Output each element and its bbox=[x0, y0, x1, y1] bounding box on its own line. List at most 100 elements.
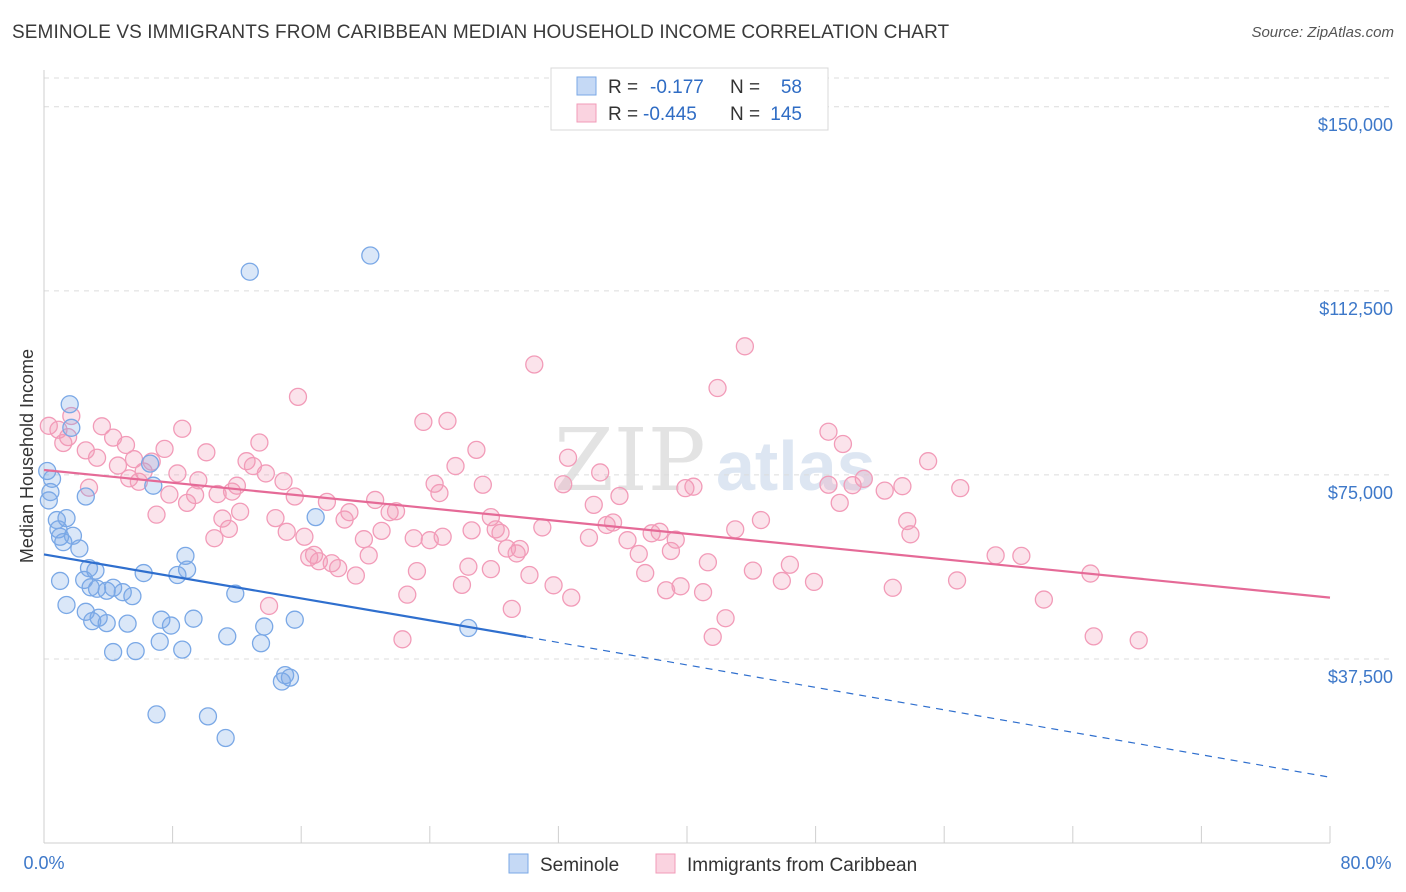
data-point bbox=[459, 557, 478, 576]
data-point bbox=[346, 566, 366, 585]
data-point bbox=[1012, 546, 1031, 566]
data-point bbox=[452, 575, 472, 594]
data-point bbox=[274, 472, 293, 491]
data-point bbox=[743, 561, 763, 580]
watermark-atlas: atlas bbox=[716, 427, 876, 505]
data-point bbox=[197, 443, 216, 462]
data-point bbox=[173, 419, 192, 438]
data-point bbox=[83, 612, 102, 631]
y-tick-label: $150,000 bbox=[1318, 115, 1393, 135]
data-point bbox=[218, 627, 237, 646]
data-point bbox=[57, 595, 76, 615]
y-tick-label: $75,000 bbox=[1328, 483, 1393, 503]
data-point bbox=[185, 485, 205, 505]
data-point bbox=[901, 525, 920, 544]
trend-line-seminole-extension bbox=[526, 636, 1331, 778]
data-point bbox=[579, 528, 599, 547]
data-point bbox=[39, 491, 58, 510]
data-point bbox=[285, 610, 304, 629]
data-point bbox=[726, 520, 745, 539]
data-point bbox=[50, 527, 70, 546]
data-point bbox=[433, 527, 452, 546]
data-point bbox=[947, 571, 967, 590]
data-point bbox=[50, 571, 70, 591]
data-point bbox=[703, 627, 722, 647]
data-point bbox=[54, 433, 73, 453]
data-point bbox=[804, 572, 824, 592]
data-point bbox=[407, 561, 427, 581]
data-point bbox=[698, 553, 718, 572]
data-point bbox=[240, 262, 259, 281]
data-point bbox=[525, 355, 544, 374]
data-point bbox=[473, 475, 492, 494]
data-point bbox=[833, 434, 853, 454]
legend-bottom-label-seminole: Seminole bbox=[540, 855, 619, 876]
data-point bbox=[266, 508, 285, 528]
data-point bbox=[76, 487, 95, 506]
data-point bbox=[372, 521, 391, 541]
legend-stats: R = -0.177 N = 58 R = -0.445 N = 145 bbox=[550, 67, 829, 131]
y-tick-labels: $37,500 $75,000 $112,500 $150,000 bbox=[1318, 115, 1393, 687]
data-point bbox=[618, 531, 637, 550]
data-point bbox=[255, 617, 274, 636]
data-point bbox=[103, 642, 123, 662]
data-point bbox=[404, 529, 423, 548]
data-point bbox=[70, 539, 89, 558]
legend-n-value-caribbean: 145 bbox=[770, 104, 802, 125]
data-point bbox=[184, 609, 203, 628]
data-point bbox=[150, 632, 169, 651]
trend-lines bbox=[43, 468, 1331, 778]
legend-bottom-swatch-seminole bbox=[508, 853, 529, 874]
data-point bbox=[354, 530, 374, 549]
data-point bbox=[1034, 590, 1054, 609]
data-point bbox=[462, 521, 481, 540]
data-point bbox=[918, 452, 938, 471]
data-point bbox=[693, 583, 713, 602]
x-tick-label-min: 0.0% bbox=[23, 853, 64, 873]
y-tick-label: $112,500 bbox=[1319, 299, 1393, 319]
data-point bbox=[76, 441, 95, 460]
data-point bbox=[533, 518, 552, 537]
data-point bbox=[60, 395, 79, 414]
data-point bbox=[155, 439, 174, 459]
data-point bbox=[219, 519, 239, 539]
data-point bbox=[629, 544, 648, 564]
data-point bbox=[256, 464, 275, 483]
data-point bbox=[216, 728, 235, 748]
data-point bbox=[205, 529, 224, 548]
legend-r-value-caribbean: -0.445 bbox=[643, 104, 697, 125]
data-point bbox=[386, 502, 406, 521]
gridlines bbox=[44, 77, 1392, 660]
trend-line-caribbean bbox=[43, 468, 1331, 599]
data-point bbox=[666, 530, 685, 549]
data-point bbox=[986, 546, 1005, 565]
data-point bbox=[393, 630, 412, 649]
data-point bbox=[502, 599, 521, 619]
data-point bbox=[751, 510, 771, 530]
data-point bbox=[113, 583, 132, 602]
data-point bbox=[87, 448, 107, 467]
data-point bbox=[340, 503, 359, 522]
data-point bbox=[520, 565, 539, 585]
data-point bbox=[491, 523, 510, 542]
data-point bbox=[161, 616, 181, 635]
data-point bbox=[176, 546, 195, 566]
data-point bbox=[208, 484, 227, 504]
data-point bbox=[656, 581, 676, 600]
data-point bbox=[213, 509, 232, 528]
data-point bbox=[819, 475, 838, 494]
data-point bbox=[843, 476, 862, 495]
data-point bbox=[772, 571, 791, 591]
data-point bbox=[108, 456, 128, 475]
data-point bbox=[147, 505, 166, 524]
data-point bbox=[481, 559, 501, 579]
data-point bbox=[147, 705, 166, 724]
data-point bbox=[591, 463, 610, 482]
data-point bbox=[329, 559, 348, 578]
data-point bbox=[497, 539, 517, 558]
data-point bbox=[62, 418, 81, 437]
legend-bottom-label-caribbean: Immigrants from Caribbean bbox=[687, 855, 917, 876]
data-point bbox=[361, 246, 380, 265]
data-point bbox=[168, 464, 187, 483]
